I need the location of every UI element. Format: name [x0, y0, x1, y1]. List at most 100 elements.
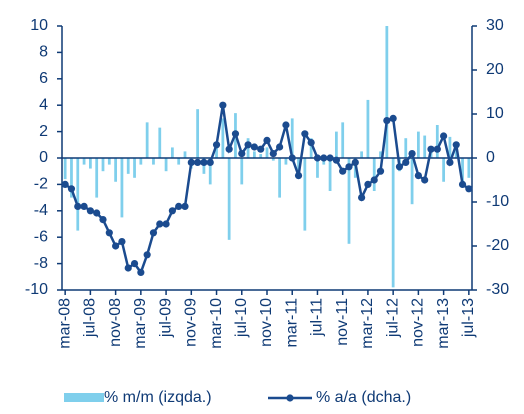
bar [284, 158, 288, 165]
line-point [156, 220, 164, 228]
line-point [358, 194, 366, 202]
line-point [175, 202, 183, 210]
line-point [149, 229, 158, 237]
y-tick-label: -4 [34, 202, 48, 219]
line-point [263, 136, 271, 144]
bar [114, 158, 118, 182]
x-tick-label: mar-11 [283, 298, 300, 348]
y2-tick-label: 0 [486, 149, 495, 166]
line-point [168, 207, 176, 215]
line-point [332, 156, 340, 164]
line-point [345, 163, 353, 171]
bar [70, 158, 73, 198]
bar [265, 147, 269, 158]
line-point [294, 172, 303, 180]
line-point [351, 158, 359, 166]
bar [372, 158, 376, 191]
line-point [130, 260, 139, 268]
line-point [194, 158, 202, 166]
line-point [225, 145, 233, 153]
legend-swatch [286, 394, 294, 402]
line-point [112, 242, 120, 250]
line-point [288, 154, 296, 162]
y-tick-label: 0 [39, 149, 48, 166]
line-point [370, 176, 378, 184]
bar [152, 158, 155, 165]
bar [385, 26, 389, 158]
line-point [244, 141, 252, 149]
bar [88, 158, 92, 169]
line-point [427, 145, 435, 153]
bar [133, 158, 136, 178]
bar [309, 138, 313, 158]
legend-swatch [64, 393, 104, 402]
bar [404, 138, 408, 158]
x-tick-label: jul-12 [384, 298, 401, 338]
line-point [162, 220, 170, 228]
x-tick-label: mar-13 [435, 298, 452, 349]
line-point [206, 158, 214, 166]
line-point [465, 185, 473, 193]
bar [158, 127, 162, 158]
line-point [276, 143, 284, 151]
line-point [452, 141, 460, 149]
legend-label: % m/m (izqda.) [104, 389, 212, 406]
line-point [118, 238, 126, 246]
line-point [320, 154, 328, 162]
x-tick-label: mar-09 [132, 298, 149, 349]
line-point [421, 176, 429, 184]
bar [126, 158, 130, 174]
y-tick-label: -8 [34, 255, 48, 272]
line-point [364, 180, 372, 188]
bar [170, 147, 174, 158]
y-tick-label: -10 [25, 281, 48, 298]
line-point [282, 121, 290, 129]
bar [240, 158, 244, 185]
x-tick-label: jul-08 [82, 298, 99, 338]
y-tick-label: 4 [39, 96, 48, 113]
line-point [440, 132, 448, 140]
bar [145, 122, 149, 158]
bar [271, 158, 275, 161]
bar [416, 131, 420, 158]
x-tick-label: mar-12 [359, 298, 376, 349]
line-point [307, 139, 315, 147]
bar [95, 158, 99, 198]
line-point [313, 154, 322, 162]
line-point [383, 117, 391, 125]
legend-label: % a/a (dcha.) [316, 389, 411, 406]
x-tick-label: nov-09 [183, 298, 200, 347]
bar [360, 151, 364, 158]
bar [208, 158, 212, 185]
x-tick-label: nov-10 [258, 298, 275, 347]
line-point [458, 180, 467, 188]
line-point [61, 180, 69, 188]
y-tick-label: -6 [34, 228, 48, 245]
bar [467, 158, 471, 178]
bar [379, 151, 382, 158]
bar [297, 158, 300, 172]
line-point [395, 163, 404, 171]
x-tick-label: jul-13 [460, 298, 477, 338]
bar [448, 136, 452, 158]
bar [63, 158, 67, 180]
bar [328, 158, 332, 191]
y-tick-label: 10 [30, 17, 48, 34]
bar [391, 158, 395, 288]
line-point [414, 172, 422, 180]
x-tick-label: jul-09 [157, 298, 174, 338]
y-tick-label: -2 [34, 176, 48, 193]
line-point [257, 145, 265, 153]
bar [196, 109, 200, 158]
line-point [301, 130, 309, 138]
bar [177, 158, 181, 165]
bar [442, 158, 446, 182]
y2-tick-label: -10 [486, 193, 509, 210]
line-point [181, 202, 189, 210]
y-tick-label: 6 [39, 70, 48, 87]
bar [76, 158, 80, 231]
y2-tick-label: 10 [486, 105, 504, 122]
bar [435, 125, 439, 158]
line-point [376, 167, 385, 175]
line-point [80, 202, 88, 210]
